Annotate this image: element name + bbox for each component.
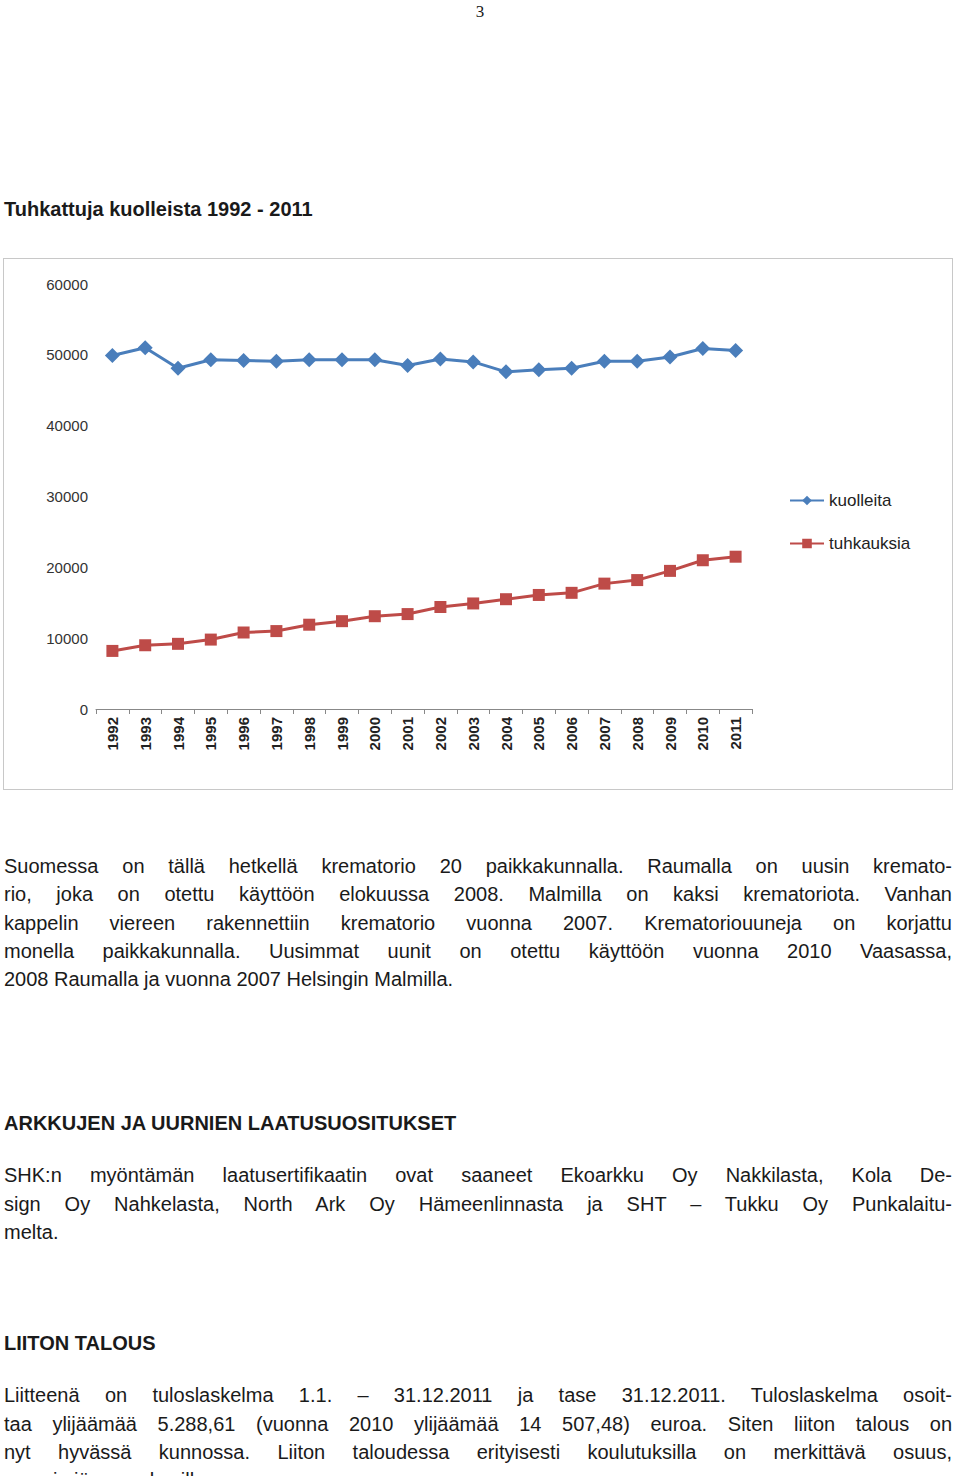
svg-text:kuolleita: kuolleita xyxy=(829,491,892,510)
svg-text:30000: 30000 xyxy=(46,488,88,505)
html-text:rio, joka on otettu käyttöön e: rio, joka on otettu käyttöön elokuussa 2… xyxy=(4,883,952,906)
html-text:SHK:n myöntämän laatusertifika: SHK:n myöntämän laatusertifikaatin ovat … xyxy=(4,1164,952,1187)
html-text:ARKKUJEN JA UURNIEN LAATUSUOSI: ARKKUJEN JA UURNIEN LAATUSUOSITUKSET xyxy=(4,1112,457,1134)
html-text:Liitteenä on tuloslaskelma 1.1: Liitteenä on tuloslaskelma 1.1. – 31.12.… xyxy=(4,1384,952,1407)
html-text:Suomessa on tällä hetkellä kre: Suomessa on tällä hetkellä krematorio 20… xyxy=(4,855,952,877)
svg-text:0: 0 xyxy=(80,701,88,718)
svg-text:50000: 50000 xyxy=(46,346,88,363)
svg-text:2009: 2009 xyxy=(662,717,679,750)
svg-text:2001: 2001 xyxy=(399,717,416,750)
svg-text:2000: 2000 xyxy=(366,717,383,750)
html-text:nyt hyvässä kunnossa. Liiton t: nyt hyvässä kunnossa. Liiton taloudessa … xyxy=(4,1440,952,1463)
html-text:3: 3 xyxy=(475,2,485,21)
svg-text:1993: 1993 xyxy=(137,717,154,750)
svg-text:1996: 1996 xyxy=(235,717,252,750)
html-text:sign Oy Nahkelasta, North Ark: sign Oy Nahkelasta, North Ark Oy Hämeenl… xyxy=(4,1192,952,1215)
svg-text:1998: 1998 xyxy=(301,717,318,750)
svg-text:1997: 1997 xyxy=(268,717,285,750)
html-text:taa ylijäämää 5.288,61 (vuonna: taa ylijäämää 5.288,61 (vuonna 2010 ylij… xyxy=(4,1412,952,1435)
svg-text:1992: 1992 xyxy=(104,717,121,750)
html-text:monella paikkakunnalla. Uusimm: monella paikkakunnalla. Uusimmat uunit o… xyxy=(4,939,952,962)
svg-text:2007: 2007 xyxy=(596,717,613,750)
svg-text:2005: 2005 xyxy=(530,717,547,750)
svg-text:1994: 1994 xyxy=(170,716,187,750)
svg-text:10000: 10000 xyxy=(46,630,88,647)
svg-text:40000: 40000 xyxy=(46,417,88,434)
svg-text:2010: 2010 xyxy=(694,717,711,750)
svg-text:1999: 1999 xyxy=(334,717,351,750)
html-text:melta.: melta. xyxy=(4,1220,59,1243)
svg-text:2004: 2004 xyxy=(498,716,515,750)
svg-text:60000: 60000 xyxy=(46,276,88,293)
html-text:LIITON TALOUS: LIITON TALOUS xyxy=(4,1332,156,1354)
svg-text:2002: 2002 xyxy=(432,717,449,750)
svg-text:tuhkauksia: tuhkauksia xyxy=(829,534,911,553)
html-text:kappelin viereen rakennettiin: kappelin viereen rakennettiin krematorio… xyxy=(4,911,952,934)
svg-text:2003: 2003 xyxy=(465,717,482,750)
html-text:Tuhkattuja kuolleista 1992 - 2: Tuhkattuja kuolleista 1992 - 2011 xyxy=(4,198,313,220)
svg-text:2006: 2006 xyxy=(563,717,580,750)
svg-text:2008: 2008 xyxy=(629,717,646,750)
svg-text:20000: 20000 xyxy=(46,559,88,576)
svg-text:2011: 2011 xyxy=(727,717,744,750)
svg-text:1995: 1995 xyxy=(202,717,219,750)
html-text:2008 Raumalla ja vuonna 2007 H: 2008 Raumalla ja vuonna 2007 Helsingin M… xyxy=(4,968,454,991)
